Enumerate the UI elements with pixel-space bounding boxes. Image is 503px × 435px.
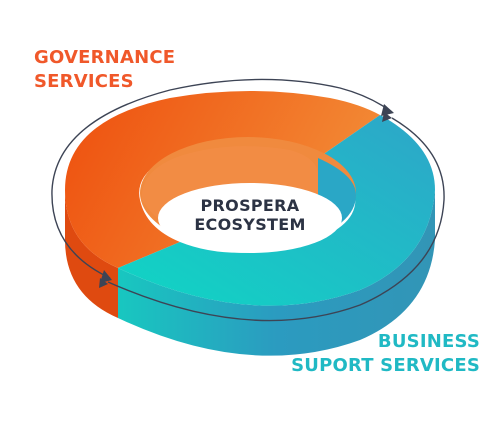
business-label-line1: BUSINESS bbox=[377, 331, 480, 352]
governance-label: GOVERNANCE SERVICES bbox=[34, 46, 175, 94]
cycle-arrowhead-bottom-2 bbox=[99, 278, 108, 288]
center-label: PROSPERA ECOSYSTEM bbox=[150, 196, 350, 234]
cycle-arrow-arc-top bbox=[51, 78, 393, 279]
business-segment bbox=[118, 115, 435, 306]
center-label-line1: PROSPERA bbox=[200, 196, 300, 215]
center-plate bbox=[158, 183, 342, 253]
governance-label-line1: GOVERNANCE bbox=[34, 47, 176, 68]
governance-label-line2: SERVICES bbox=[34, 71, 134, 92]
business-label-line2: SUPORT SERVICES bbox=[291, 355, 480, 376]
cycle-arrowhead-top-2 bbox=[382, 112, 392, 122]
business-label: BUSINESS SUPORT SERVICES bbox=[291, 330, 480, 378]
business-side-wall bbox=[118, 190, 435, 356]
governance-segment bbox=[65, 91, 380, 268]
center-label-line2: ECOSYSTEM bbox=[194, 215, 306, 234]
governance-side-wall bbox=[65, 190, 118, 318]
cycle-arrowhead-bottom bbox=[100, 270, 112, 283]
cycle-arrow-arc-bottom bbox=[107, 117, 445, 322]
